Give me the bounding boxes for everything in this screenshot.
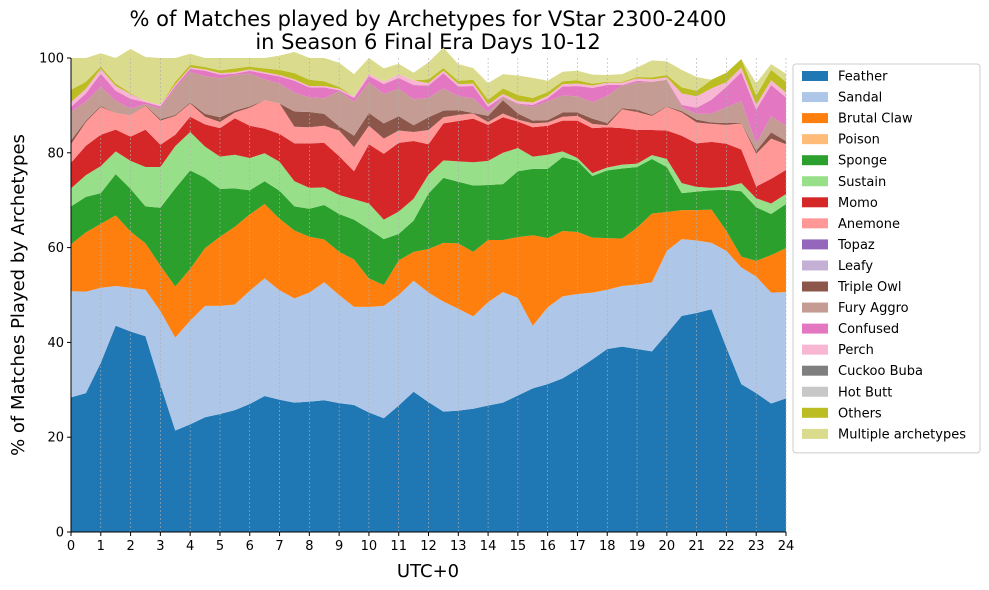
x-tick-label: 7 <box>275 539 283 554</box>
y-tick-label: 0 <box>56 526 64 541</box>
x-tick-label: 21 <box>688 539 705 554</box>
area-multiple-archetypes <box>71 47 786 105</box>
area-others <box>71 58 786 105</box>
legend-swatch-others <box>802 407 828 418</box>
y-tick-label: 60 <box>47 241 64 256</box>
chart-title-line-1: % of Matches played by Archetypes for VS… <box>130 7 727 31</box>
legend-swatch-sustain <box>802 176 828 187</box>
legend-label-feather: Feather <box>838 70 888 85</box>
x-tick-label: 22 <box>718 539 735 554</box>
x-tick-label: 6 <box>246 539 254 554</box>
legend-label-multiple-archetypes: Multiple archetypes <box>838 427 966 442</box>
legend-swatch-hot-butt <box>802 386 828 397</box>
x-axis-label: UTC+0 <box>397 561 459 582</box>
x-tick-label: 13 <box>450 539 467 554</box>
legend-label-topaz: Topaz <box>837 238 875 253</box>
y-axis-label: % of Matches Played by Archetypes <box>8 134 29 456</box>
area-feather <box>71 309 786 532</box>
legend-label-sustain: Sustain <box>838 175 886 190</box>
x-tick-label: 0 <box>67 539 75 554</box>
legend-swatch-cuckoo-buba <box>802 365 828 376</box>
y-axis-ticks: 0 20 40 60 80 100 <box>39 52 71 541</box>
x-tick-label: 24 <box>778 539 795 554</box>
x-axis-ticks: 0 1 2 3 4 5 6 7 8 9 10 11 12 13 14 15 16 17 18 19 20 21 22 23 24 <box>67 532 794 554</box>
legend-label-brutal-claw: Brutal Claw <box>838 112 913 127</box>
x-tick-label: 23 <box>748 539 765 554</box>
x-tick-label: 11 <box>390 539 407 554</box>
vertical-gridlines <box>70 58 787 532</box>
y-tick-label: 100 <box>39 52 64 67</box>
legend-swatch-confused <box>802 323 828 334</box>
legend-label-momo: Momo <box>838 196 878 211</box>
legend-swatch-momo <box>802 197 828 208</box>
legend-swatch-poison <box>802 134 828 145</box>
legend-swatch-fury-aggro <box>802 302 828 313</box>
legend-box <box>792 63 981 454</box>
legend-swatch-multiple-archetypes <box>802 428 828 439</box>
x-tick-label: 18 <box>599 539 616 554</box>
legend-label-sandal: Sandal <box>838 91 882 106</box>
legend-label-perch: Perch <box>838 343 874 358</box>
x-tick-label: 8 <box>305 539 313 554</box>
legend-label-confused: Confused <box>838 322 899 337</box>
x-tick-label: 20 <box>659 539 676 554</box>
chart-title-line-2: in Season 6 Final Era Days 10-12 <box>255 30 600 54</box>
x-tick-label: 16 <box>539 539 556 554</box>
legend: Feather Sandal Brutal Claw Poison Sponge Sust… <box>792 63 981 454</box>
legend-label-fury-aggro: Fury Aggro <box>838 301 909 316</box>
legend-swatch-sponge <box>802 155 828 166</box>
legend-label-cuckoo-buba: Cuckoo Buba <box>838 364 923 379</box>
legend-swatch-brutal-claw <box>802 113 828 124</box>
legend-label-sponge: Sponge <box>838 154 887 169</box>
y-tick-label: 40 <box>47 336 64 351</box>
legend-swatch-topaz <box>802 239 828 250</box>
x-tick-label: 10 <box>361 539 378 554</box>
x-tick-label: 19 <box>629 539 646 554</box>
x-tick-label: 9 <box>335 539 343 554</box>
x-tick-label: 2 <box>126 539 134 554</box>
legend-label-poison: Poison <box>838 133 880 148</box>
x-tick-label: 5 <box>216 539 224 554</box>
x-tick-label: 4 <box>186 539 194 554</box>
legend-swatch-perch <box>802 344 828 355</box>
x-tick-label: 3 <box>156 539 164 554</box>
x-tick-label: 14 <box>480 539 497 554</box>
legend-label-anemone: Anemone <box>838 217 900 232</box>
legend-swatch-feather <box>802 71 828 81</box>
y-tick-label: 80 <box>47 146 64 161</box>
legend-swatch-sandal <box>802 92 828 103</box>
y-tick-label: 20 <box>47 431 64 446</box>
legend-swatch-leafy <box>802 260 828 271</box>
legend-swatch-triple-owl <box>802 281 828 292</box>
legend-label-others: Others <box>838 406 882 421</box>
x-tick-label: 1 <box>97 539 105 554</box>
x-tick-label: 17 <box>569 539 586 554</box>
legend-label-triple-owl: Triple Owl <box>837 280 901 295</box>
x-tick-label: 12 <box>420 539 437 554</box>
legend-label-hot-butt: Hot Butt <box>838 385 892 400</box>
x-tick-label: 15 <box>510 539 527 554</box>
area-sponge <box>71 157 786 287</box>
legend-swatch-anemone <box>802 218 828 229</box>
legend-label-leafy: Leafy <box>838 259 873 274</box>
